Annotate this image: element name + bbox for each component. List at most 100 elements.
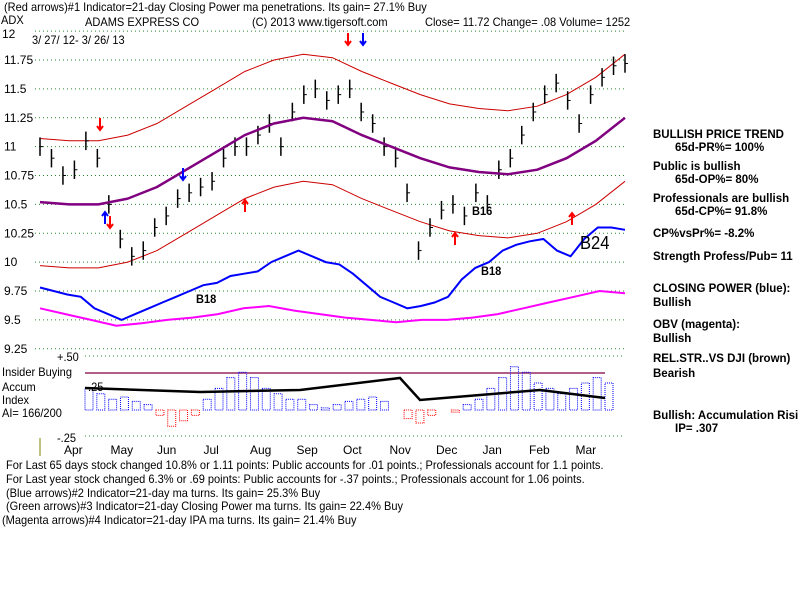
relative-strength-line (84, 376, 606, 402)
accum-state: Bullish: Accumulation Risi (653, 410, 799, 422)
accumulation-bar (569, 387, 579, 411)
accumulation-bar (190, 409, 200, 416)
accumulation-bar (226, 377, 236, 411)
down-arrow-icon (179, 168, 187, 182)
accumulation-bar (557, 393, 567, 411)
insider-buying: Insider Buying (2, 365, 72, 379)
accumulation-bar (344, 400, 354, 411)
accumulation-bar (462, 404, 472, 411)
accum-minus: -.25 (57, 431, 77, 445)
y-tick-label: 10 (4, 255, 18, 269)
ip: IP= .307 (675, 423, 719, 435)
ma-line (39, 116, 626, 206)
x-tick-label: Jan (483, 443, 502, 457)
y-tick-label: 9.25 (4, 342, 28, 356)
accumulation-bar (309, 404, 319, 411)
accumulation-bar (427, 409, 437, 416)
cp: 65d-CP%= 91.8% (675, 206, 768, 218)
cp-state: Bullish (653, 297, 692, 309)
accumulation-bar (356, 398, 366, 411)
accumulation-bar (261, 387, 271, 411)
accumulation-bar (580, 382, 590, 411)
up-arrow-icon (241, 198, 249, 212)
b24-label: B24 (580, 233, 610, 253)
x-tick-label: Nov (390, 443, 411, 457)
accumulation-bar (167, 409, 177, 427)
accumulation-bar (119, 396, 129, 411)
public: Public is bullish (653, 161, 741, 173)
accumulation-bar (415, 409, 425, 424)
accumulation-bar (273, 393, 283, 411)
down-arrow-icon (106, 216, 114, 230)
y-tick-label: 9.75 (4, 284, 28, 298)
company-name: ADAMS EXPRESS CO (85, 15, 200, 29)
x-tick-label: Sep (297, 443, 319, 457)
y-tick-label: 9.5 (4, 313, 21, 327)
x-tick-label: Aug (250, 443, 271, 457)
relstr-label: REL.STR..VS DJI (brown) (653, 353, 791, 365)
x-tick-label: Jun (157, 443, 176, 457)
footer-line-4: (Green arrows)#3 Indicator=21-day Closin… (6, 499, 404, 513)
up-arrow-icon (451, 231, 459, 245)
b16-label: B16 (472, 204, 493, 218)
obv-line (39, 289, 626, 327)
trend: BULLISH PRICE TREND (653, 129, 784, 141)
y-tick-label: 10.5 (4, 197, 28, 211)
accumulation-bar (297, 398, 307, 411)
accumulation-bar (285, 398, 295, 411)
footer-line-1: For Last 65 days stock changed 10.8% or … (6, 458, 604, 472)
red-arrows-indicator: (Red arrows)#1 Indicator=21-day Closing … (4, 0, 427, 14)
ticker: ADX (1, 13, 24, 27)
x-tick-label: Oct (343, 443, 362, 457)
accumulation-bar (509, 366, 519, 411)
up-arrow-icon (101, 210, 109, 224)
accum-zero: .25 (88, 380, 104, 394)
y-tick-label: 12 (2, 27, 16, 41)
y-tick-label: 11.25 (4, 111, 33, 125)
accumulation-bar (96, 393, 106, 411)
x-tick-label: Feb (529, 443, 550, 457)
b18-label-2: B18 (196, 292, 217, 306)
x-tick-label: Dec (436, 443, 457, 457)
quote: Close= 11.72 Change= .08 Volume= 1252 (425, 15, 631, 29)
accumulation-bar (214, 387, 224, 411)
accum-label: Accum (2, 380, 36, 394)
accumulation-bar (604, 382, 614, 411)
accumulation-bar (320, 407, 330, 411)
obv-label: OBV (magenta): (653, 319, 740, 331)
ai-label: AI= 166/200 (2, 406, 62, 420)
index-label: Index (2, 393, 30, 407)
accumulation-bar (143, 404, 153, 411)
band-upper (39, 53, 626, 142)
down-arrow-icon (96, 118, 104, 132)
accumulation-bar (131, 400, 141, 411)
obv-state: Bullish (653, 333, 692, 345)
y-tick-label: 11.5 (4, 82, 27, 96)
accumulation-bar (486, 387, 496, 411)
y-tick-label: 11 (4, 140, 17, 154)
date-range: 3/ 27/ 12- 3/ 26/ 13 (32, 33, 125, 47)
relstr-state: Bearish (653, 368, 696, 380)
cpvspr: CP%vsPr%= -8.2% (653, 228, 755, 240)
accumulation-bar (474, 398, 484, 411)
accumulation-bar (108, 398, 118, 411)
accumulation-bar (403, 409, 413, 420)
op: 65d-OP%= 80% (675, 174, 759, 186)
x-tick-label: May (111, 443, 134, 457)
y-tick-label: 10.25 (4, 226, 34, 240)
accumulation-bar (533, 382, 543, 411)
accum-plus: +.50 (57, 350, 79, 364)
accumulation-bar (155, 409, 165, 416)
accumulation-bar (179, 409, 189, 422)
y-tick-label: 10.75 (4, 169, 34, 183)
accumulation-bar (332, 404, 342, 411)
pr: 65d-PR%= 100% (675, 142, 765, 154)
accumulation-bar (202, 398, 212, 411)
closing-power-label: CLOSING POWER (blue): (653, 283, 791, 295)
strength: Strength Profess/Pub= 11 (653, 251, 793, 263)
down-arrow-icon (344, 33, 352, 47)
accumulation-bar (368, 396, 378, 411)
band-lower (39, 180, 626, 269)
accumulation-bar (592, 377, 602, 411)
